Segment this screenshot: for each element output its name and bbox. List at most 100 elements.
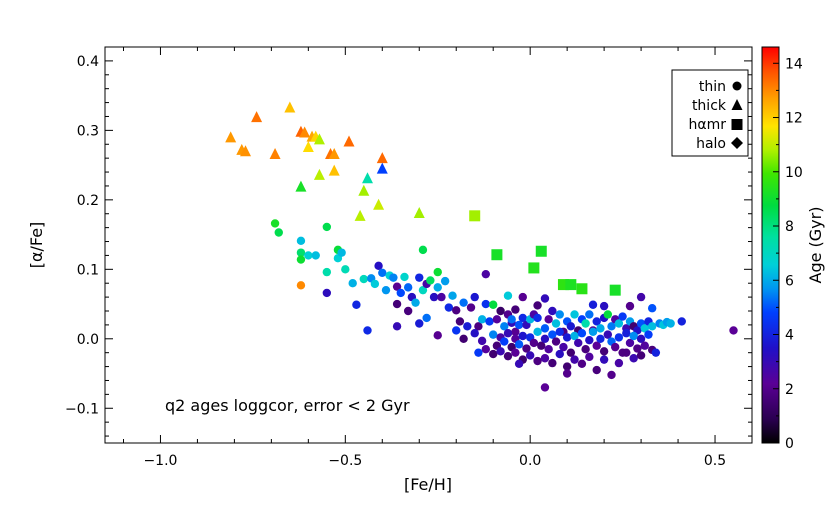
point-thin: [518, 292, 527, 302]
point-thin: [603, 330, 613, 339]
point-thin: [514, 320, 524, 330]
data-marks: [225, 101, 738, 392]
point-thin: [555, 327, 564, 337]
point-thin: [640, 324, 649, 333]
point-hamr: [469, 210, 481, 222]
point-thin: [514, 340, 524, 349]
legend-marker-triangle: [731, 99, 743, 110]
point-thin: [400, 272, 409, 282]
point-thin: [311, 251, 320, 260]
point-thin: [418, 245, 428, 255]
point-thin: [418, 285, 428, 295]
point-thin: [270, 219, 280, 228]
point-thin: [622, 348, 631, 357]
legend: thin thick hαmr halo: [671, 69, 749, 157]
point-thin: [474, 322, 483, 331]
point-thin: [544, 315, 553, 324]
point-thick: [239, 145, 251, 157]
point-thin: [592, 317, 601, 326]
point-thin: [489, 349, 498, 359]
point-thick: [358, 184, 370, 196]
point-thin: [415, 319, 424, 328]
point-thin: [511, 305, 520, 314]
point-thin: [507, 315, 516, 324]
point-thin: [592, 341, 601, 350]
point-thin: [625, 338, 635, 348]
colorbar-tick-label: 0: [785, 436, 794, 452]
point-thin: [503, 351, 513, 361]
point-thin: [296, 281, 306, 290]
legend-label-hamr: hαmr: [689, 117, 727, 133]
point-thin: [559, 342, 568, 352]
y-tick-label: 0.4: [77, 54, 99, 70]
point-thin: [551, 337, 561, 346]
point-thin: [666, 319, 675, 328]
point-thick: [225, 131, 237, 143]
point-thin: [622, 329, 631, 338]
point-hamr: [557, 279, 569, 291]
point-thin: [518, 331, 527, 341]
y-tick-label: 0.2: [77, 193, 99, 209]
point-thin: [629, 331, 638, 341]
point-thin: [477, 315, 487, 324]
colorbar-label: Age (Gyr): [806, 207, 825, 284]
point-thin: [614, 319, 624, 328]
point-thin: [570, 310, 579, 319]
point-thin: [581, 319, 590, 328]
point-thin: [477, 336, 487, 346]
point-thin: [614, 358, 624, 368]
point-thin: [599, 301, 609, 311]
point-thin: [588, 327, 598, 337]
point-thin: [514, 359, 524, 368]
legend-marker-circle: [732, 81, 742, 91]
x-axis-label: [Fe/H]: [404, 475, 452, 494]
point-thin: [647, 322, 657, 331]
point-thin: [585, 352, 594, 362]
point-thin: [588, 300, 598, 309]
point-thick: [413, 207, 425, 219]
point-thin: [651, 348, 661, 357]
point-thin: [551, 319, 561, 328]
point-thick: [313, 168, 325, 180]
point-thin: [555, 349, 564, 359]
point-thick: [299, 126, 311, 138]
point-thin: [570, 331, 579, 341]
point-thin: [429, 292, 439, 302]
point-thin: [440, 276, 450, 286]
point-thick: [343, 135, 355, 147]
point-thin: [496, 306, 505, 316]
point-thin: [296, 255, 306, 264]
point-thin: [633, 344, 642, 353]
point-thin: [392, 299, 402, 309]
legend-label-thick: thick: [692, 98, 727, 114]
colorbar-tick-label: 2: [785, 382, 794, 398]
y-tick-label: 0.1: [77, 262, 99, 278]
point-thin: [496, 347, 505, 356]
point-thin: [489, 330, 498, 339]
point-thin: [540, 294, 550, 303]
point-thin: [577, 359, 587, 368]
point-thick: [284, 101, 296, 113]
point-thin: [640, 341, 649, 350]
point-thin: [647, 304, 657, 313]
point-thick: [354, 209, 366, 221]
point-thin: [548, 358, 557, 368]
point-thin: [636, 292, 646, 302]
x-tick-label: 0.5: [704, 453, 726, 469]
point-thin: [374, 261, 383, 271]
point-thin: [562, 362, 572, 371]
point-thin: [629, 354, 638, 363]
point-thin: [511, 327, 520, 337]
x-tick-label: −0.5: [328, 453, 362, 469]
colorbar-tick-label: 10: [785, 165, 803, 181]
point-thin: [618, 312, 627, 321]
point-thin: [522, 344, 531, 353]
point-hamr: [609, 284, 621, 296]
point-thin: [481, 299, 491, 309]
point-thin: [322, 288, 332, 298]
colorbar-tick-label: 8: [785, 219, 794, 235]
point-thin: [455, 317, 465, 326]
point-thin: [611, 342, 620, 352]
point-thin: [540, 383, 550, 392]
point-thin: [566, 322, 576, 331]
